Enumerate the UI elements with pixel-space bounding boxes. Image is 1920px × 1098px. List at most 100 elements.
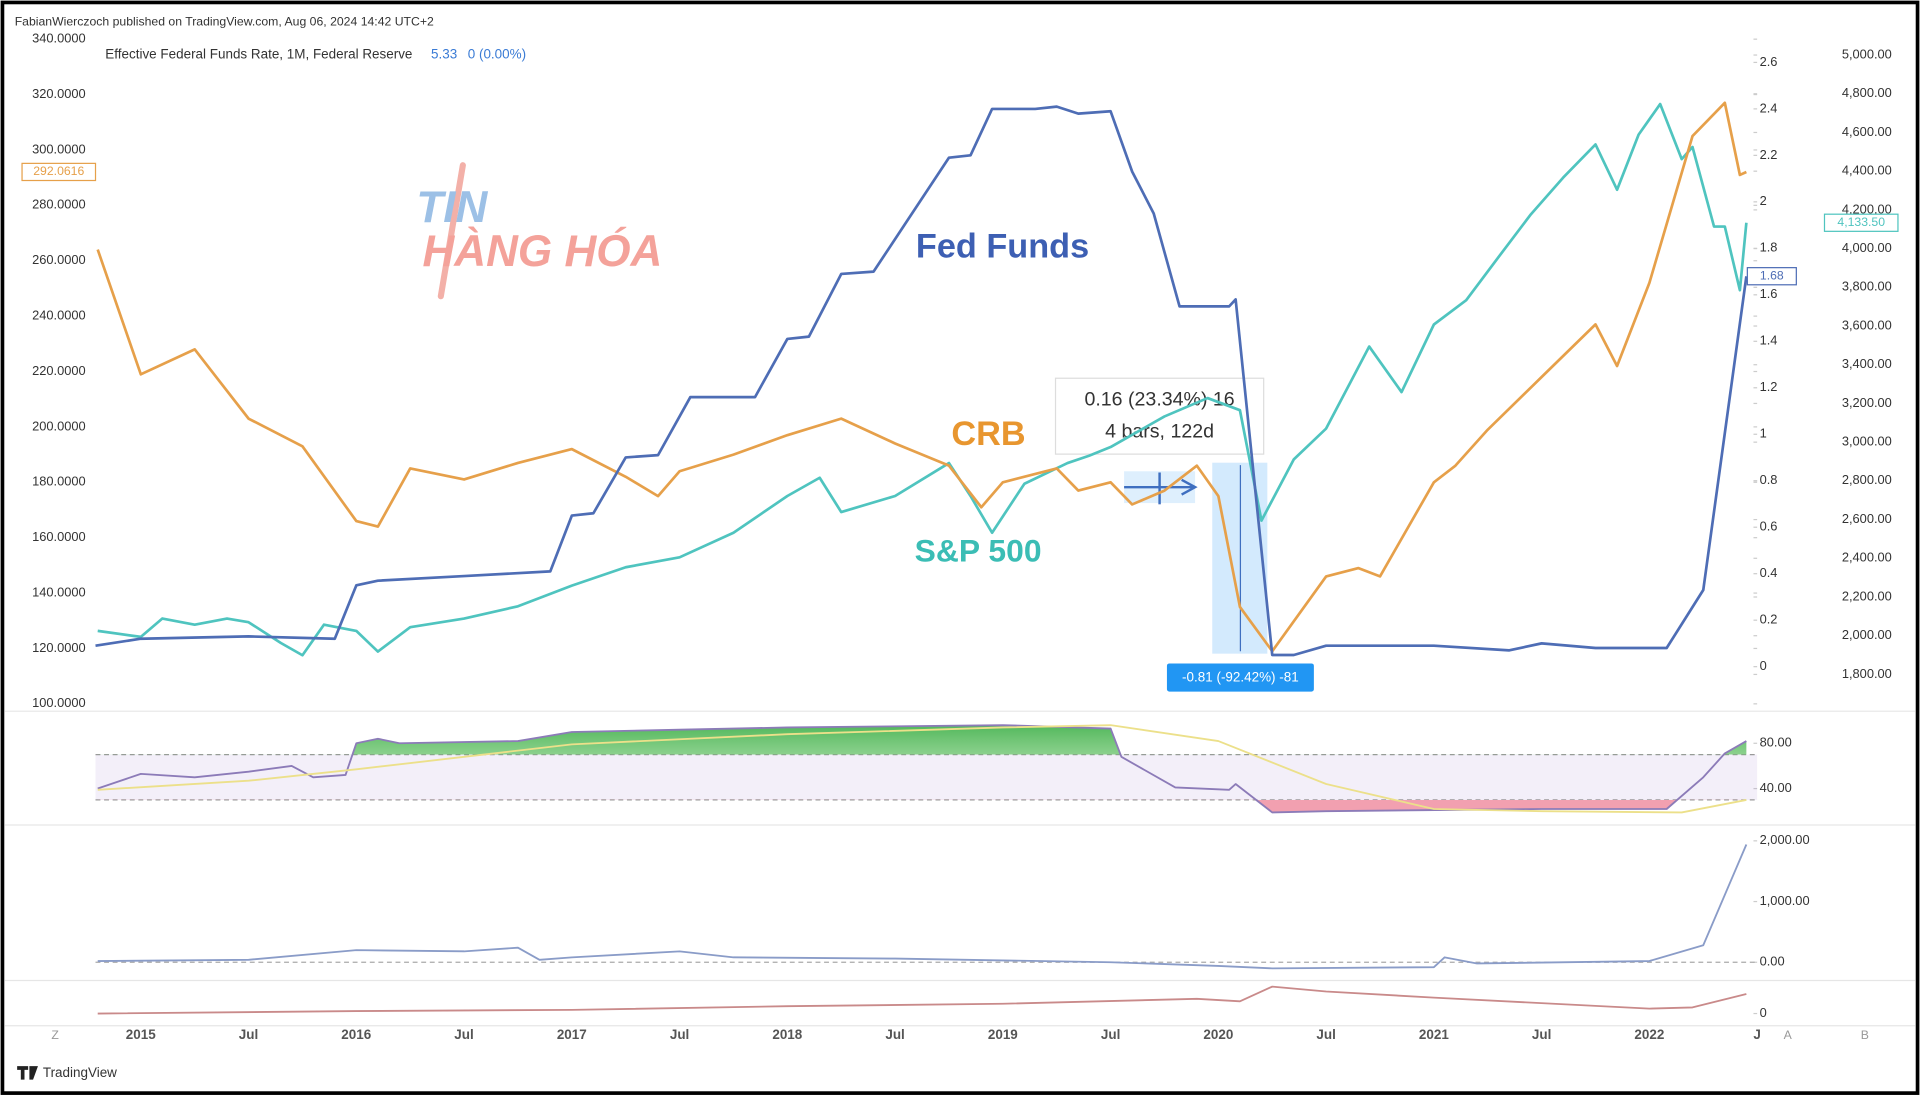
band-fill	[97, 799, 1747, 813]
y-tick-label: 160.0000	[32, 529, 86, 544]
watermark: TIN HÀNG HÓA	[416, 162, 662, 300]
y-tick-label: 1,000.00	[1760, 893, 1810, 908]
x-tick-label: Jul	[1316, 1027, 1335, 1042]
y-tick-label: 0.00	[1760, 954, 1785, 969]
y-tick-label: 2,600.00	[1842, 511, 1892, 526]
series-label: CRB	[951, 415, 1025, 453]
x-tick-label: Jul	[454, 1027, 473, 1042]
x-tick-label: 2022	[1634, 1027, 1664, 1042]
y-tick-label: 0.6	[1760, 519, 1778, 534]
y-tick-label: 140.0000	[32, 584, 86, 599]
x-tick-label: Jul	[1101, 1027, 1120, 1042]
y-tick-label: 280.0000	[32, 197, 86, 212]
y-tick-label: 1	[1760, 426, 1767, 441]
y-tick-label: 3,600.00	[1842, 317, 1892, 332]
y-tick-label: 80.00	[1760, 735, 1792, 750]
y-tick-label: 180.0000	[32, 474, 86, 489]
x-tick-label: 2019	[988, 1027, 1018, 1042]
y-tick-label: 2,000.00	[1760, 832, 1810, 847]
y-tick-label: 2.6	[1760, 54, 1778, 69]
measure-text: -0.81 (-92.42%) -81	[1182, 670, 1299, 685]
watermark-stroke	[437, 162, 466, 300]
control-button[interactable]: Z	[51, 1028, 59, 1042]
y-tick-label: 2,400.00	[1842, 550, 1892, 565]
band-fill	[97, 725, 1747, 755]
y-tick-label: 300.0000	[32, 141, 86, 156]
price-label-box	[21, 162, 97, 182]
measure-label	[1166, 663, 1314, 692]
y-tick-label: 2	[1760, 193, 1767, 208]
y-tick-label: 1,800.00	[1842, 666, 1892, 681]
watermark-text: TIN	[416, 183, 488, 232]
series-line	[95, 105, 1748, 657]
control-button[interactable]: A	[1784, 1028, 1793, 1042]
x-tick-label: Jul	[670, 1027, 689, 1042]
y-tick-label: 5,000.00	[1842, 46, 1892, 61]
x-tick-label: 2015	[126, 1027, 156, 1042]
control-button[interactable]: B	[1861, 1028, 1869, 1042]
y-tick-label: 2.2	[1760, 147, 1778, 162]
series-line	[97, 724, 1747, 814]
x-tick-label: Jul	[239, 1027, 258, 1042]
footer: TradingView	[43, 1065, 117, 1080]
series-line	[97, 844, 1748, 970]
x-tick-label: 2020	[1203, 1027, 1233, 1042]
measure-box	[1054, 377, 1265, 455]
price-label-box	[1823, 213, 1899, 232]
series-label: S&P 500	[915, 533, 1042, 569]
y-tick-label: 340.0000	[32, 31, 86, 46]
y-tick-label: 4,400.00	[1842, 163, 1892, 178]
y-tick-label: 200.0000	[32, 418, 86, 433]
y-tick-label: 260.0000	[32, 252, 86, 267]
x-tick-label: Jul	[1532, 1027, 1551, 1042]
plot: 100.0000120.0000140.0000160.0000180.0000…	[21, 31, 1899, 1042]
x-tick-label: 2016	[341, 1027, 371, 1042]
y-tick-label: 2,200.00	[1842, 588, 1892, 603]
y-tick-label: 3,200.00	[1842, 395, 1892, 410]
price-label-box	[1746, 267, 1797, 286]
y-tick-label: 40.00	[1760, 780, 1792, 795]
x-tick-label: Jul	[885, 1027, 904, 1042]
logo	[17, 1066, 38, 1080]
price-label: 4,133.50	[1837, 215, 1885, 229]
y-tick-label: 3,800.00	[1842, 279, 1892, 294]
y-tick-label: 4,200.00	[1842, 201, 1892, 216]
y-tick-label: 0.2	[1760, 612, 1778, 627]
legend-value: 5.33	[431, 47, 457, 62]
legend-title: Effective Federal Funds Rate, 1M, Federa…	[105, 47, 412, 62]
y-tick-label: 320.0000	[32, 86, 86, 101]
series-line	[96, 101, 1747, 653]
y-tick-label: 3,400.00	[1842, 356, 1892, 371]
series-label: Fed Funds	[916, 228, 1089, 266]
y-tick-label: 240.0000	[32, 308, 86, 323]
y-tick-label: 2,000.00	[1842, 627, 1892, 642]
price-label: 292.0616	[33, 164, 84, 178]
legend-change: 0 (0.00%)	[468, 47, 526, 62]
band	[95, 754, 1758, 800]
y-tick-label: 120.0000	[32, 640, 86, 655]
x-tick-label: 2021	[1419, 1027, 1449, 1042]
y-tick-label: 1.4	[1760, 333, 1778, 348]
y-tick-label: 2,800.00	[1842, 472, 1892, 487]
y-tick-label: 4,000.00	[1842, 240, 1892, 255]
x-tick-label: 2018	[772, 1027, 802, 1042]
y-tick-label: 0	[1760, 1005, 1767, 1020]
y-tick-label: 4,600.00	[1842, 124, 1892, 139]
y-tick-label: 2.4	[1760, 100, 1778, 115]
measure-arrow	[1181, 478, 1198, 496]
y-tick-label: 4,800.00	[1842, 85, 1892, 100]
y-tick-label: 0	[1760, 658, 1767, 673]
measure-tool: 0.16 (23.34%) 16 4 bars, 122d -0.81 (-92…	[1054, 377, 1314, 692]
y-tick-label: 220.0000	[32, 363, 86, 378]
publisher: FabianWierczoch published on TradingView…	[15, 14, 434, 28]
x-tick-label: J	[1753, 1027, 1760, 1042]
y-tick-label: 0.4	[1760, 565, 1778, 580]
x-tick-label: 2017	[557, 1027, 587, 1042]
measure-text: 0.16 (23.34%) 16	[1084, 388, 1234, 410]
y-tick-label: 1.2	[1760, 379, 1778, 394]
y-tick-label: 0.8	[1760, 472, 1778, 487]
price-label: 1.68	[1760, 268, 1784, 282]
